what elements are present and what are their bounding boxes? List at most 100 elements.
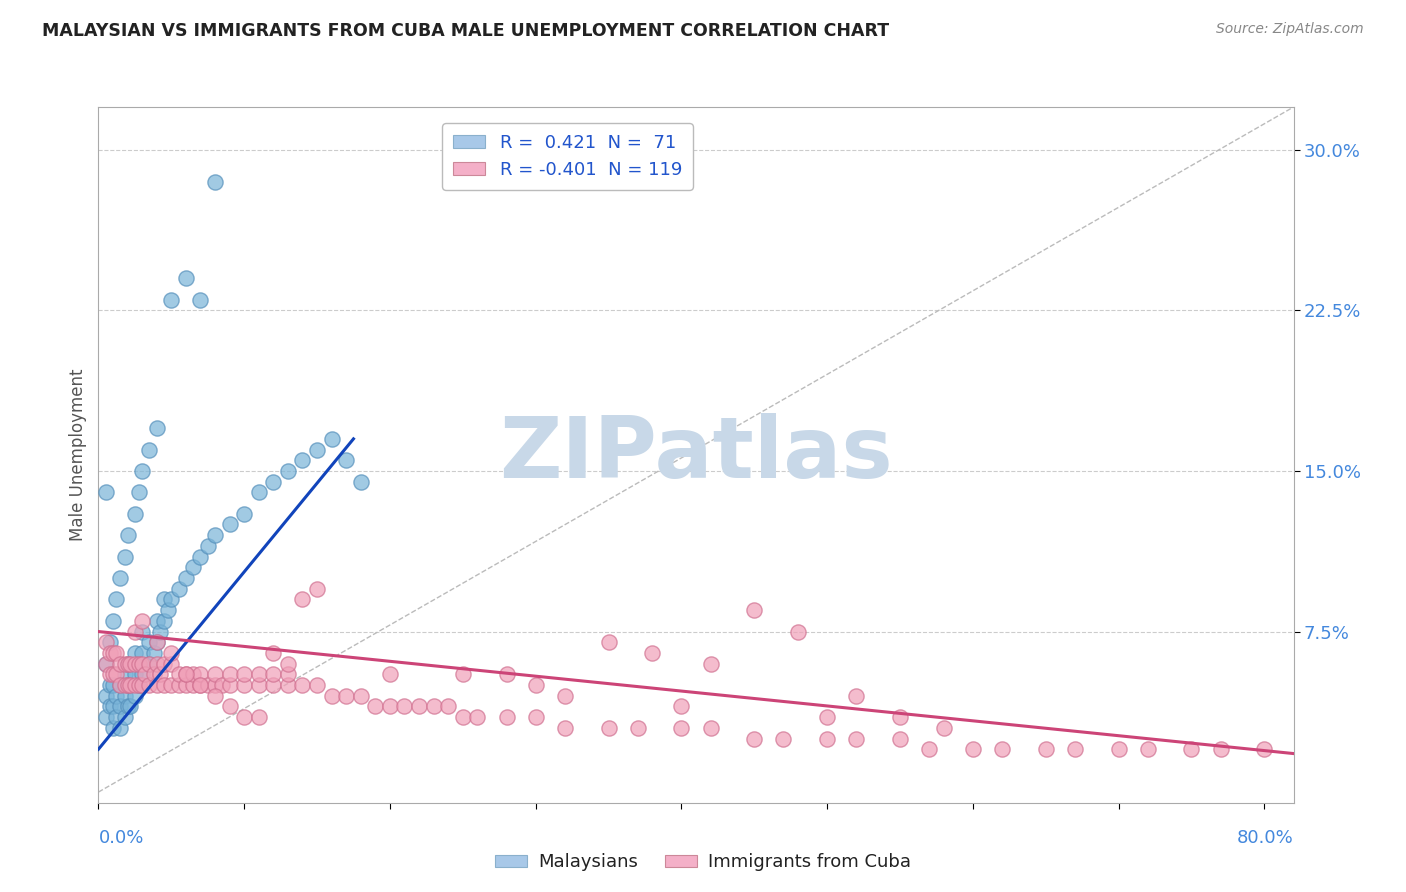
Point — [190, 678, 212, 692]
Point — [467, 710, 489, 724]
Point — [145, 635, 167, 649]
Point — [247, 710, 270, 724]
Point — [145, 657, 167, 671]
Point — [699, 657, 721, 671]
Point — [153, 657, 176, 671]
Point — [124, 624, 146, 639]
Point — [218, 699, 240, 714]
Point — [138, 442, 160, 457]
Point — [204, 667, 226, 681]
Point — [845, 689, 868, 703]
Point — [291, 592, 314, 607]
Point — [1253, 742, 1275, 756]
Point — [291, 453, 314, 467]
Point — [321, 689, 343, 703]
Point — [160, 678, 183, 692]
Point — [110, 699, 132, 714]
Text: ZIPatlas: ZIPatlas — [499, 413, 893, 497]
Point — [291, 678, 314, 692]
Point — [120, 699, 142, 714]
Point — [120, 678, 142, 692]
Point — [233, 678, 256, 692]
Point — [190, 549, 212, 564]
Y-axis label: Male Unemployment: Male Unemployment — [69, 368, 87, 541]
Point — [142, 667, 165, 681]
Point — [598, 721, 620, 735]
Point — [305, 582, 328, 596]
Point — [153, 614, 176, 628]
Point — [124, 667, 146, 681]
Text: Source: ZipAtlas.com: Source: ZipAtlas.com — [1216, 22, 1364, 37]
Point — [124, 689, 146, 703]
Point — [627, 721, 650, 735]
Point — [104, 710, 127, 724]
Point — [117, 699, 139, 714]
Point — [149, 624, 172, 639]
Point — [94, 689, 117, 703]
Point — [787, 624, 810, 639]
Point — [247, 667, 270, 681]
Point — [110, 571, 132, 585]
Point — [699, 721, 721, 735]
Point — [101, 678, 124, 692]
Point — [305, 442, 328, 457]
Point — [128, 678, 150, 692]
Point — [422, 699, 444, 714]
Point — [98, 667, 121, 681]
Point — [671, 699, 693, 714]
Point — [277, 667, 299, 681]
Point — [160, 592, 183, 607]
Point — [117, 528, 139, 542]
Point — [114, 549, 136, 564]
Point — [742, 731, 765, 746]
Point — [145, 614, 167, 628]
Point — [167, 667, 190, 681]
Point — [104, 689, 127, 703]
Point — [131, 614, 153, 628]
Point — [153, 678, 176, 692]
Point — [197, 678, 219, 692]
Point — [120, 657, 142, 671]
Point — [174, 678, 197, 692]
Point — [277, 657, 299, 671]
Point — [94, 635, 117, 649]
Point — [101, 646, 124, 660]
Point — [335, 453, 357, 467]
Point — [117, 657, 139, 671]
Point — [932, 721, 955, 735]
Point — [378, 667, 401, 681]
Point — [120, 678, 142, 692]
Point — [598, 635, 620, 649]
Point — [98, 678, 121, 692]
Point — [204, 175, 226, 189]
Point — [815, 731, 838, 746]
Point — [117, 657, 139, 671]
Point — [131, 464, 153, 478]
Point — [495, 667, 517, 681]
Point — [204, 678, 226, 692]
Point — [138, 678, 160, 692]
Point — [138, 657, 160, 671]
Point — [962, 742, 984, 756]
Point — [145, 421, 167, 435]
Point — [94, 657, 117, 671]
Point — [218, 517, 240, 532]
Point — [437, 699, 460, 714]
Point — [124, 657, 146, 671]
Point — [451, 710, 474, 724]
Point — [153, 592, 176, 607]
Point — [262, 667, 284, 681]
Point — [157, 603, 180, 617]
Point — [110, 678, 132, 692]
Legend: R =  0.421  N =  71, R = -0.401  N = 119: R = 0.421 N = 71, R = -0.401 N = 119 — [441, 123, 693, 190]
Point — [262, 475, 284, 489]
Text: 80.0%: 80.0% — [1237, 829, 1294, 847]
Point — [742, 603, 765, 617]
Point — [1035, 742, 1057, 756]
Point — [94, 710, 117, 724]
Point — [149, 667, 172, 681]
Point — [114, 689, 136, 703]
Point — [128, 485, 150, 500]
Point — [101, 721, 124, 735]
Point — [889, 731, 911, 746]
